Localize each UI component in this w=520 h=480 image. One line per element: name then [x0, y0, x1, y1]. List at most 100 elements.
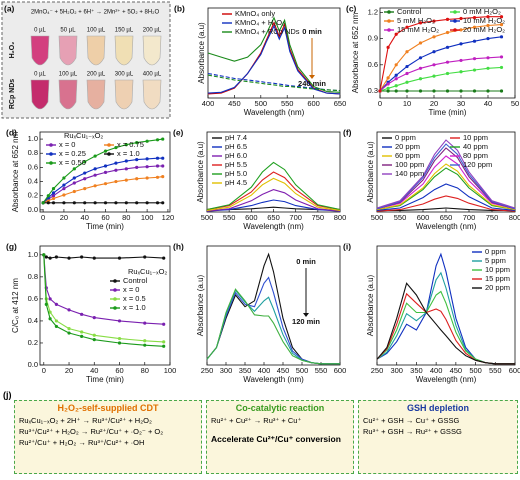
- legend-label: 120 ppm: [463, 160, 492, 169]
- legend-marker: [113, 306, 117, 310]
- x-axis-label: Wavelength (nm): [416, 222, 477, 231]
- x-tick-label: 500: [469, 366, 482, 375]
- data-point: [145, 139, 149, 143]
- box-title: Co-catalytic reaction: [235, 403, 325, 413]
- data-point: [114, 168, 118, 172]
- data-point: [145, 165, 149, 169]
- tube-label: 50 µL: [60, 28, 76, 34]
- x-axis-label: Wavelength (nm): [243, 222, 304, 231]
- tube: [86, 79, 106, 110]
- tube-label: 200 µL: [143, 28, 162, 34]
- figure: (a) 2MnO₄⁻ + 5H₂O₂ + 6H⁺ → 2Mn²⁺ + 5O₂ +…: [1, 1, 520, 384]
- x-tick-label: 500: [255, 99, 268, 108]
- data-point: [80, 334, 84, 338]
- legend-label: 20 ppm: [485, 283, 510, 292]
- legend-marker: [49, 161, 53, 165]
- x-axis-label: Time (min): [429, 108, 467, 117]
- data-point: [459, 16, 463, 21]
- x-tick-label: 600: [307, 99, 320, 108]
- series-line: [376, 282, 515, 365]
- data-point: [103, 164, 108, 168]
- data-point: [48, 256, 52, 260]
- series-line: [376, 143, 516, 210]
- data-point: [394, 73, 398, 77]
- tube: [142, 35, 162, 66]
- legend-label: pH 5.5: [225, 160, 247, 169]
- data-point: [499, 35, 504, 39]
- legend-label: x = 1.0: [123, 303, 146, 312]
- legend-label: Control: [123, 276, 148, 285]
- x-tick-label: 550: [394, 213, 407, 222]
- arrow-head: [309, 75, 315, 79]
- legend-label: KMnO₄ + H₂O₂: [235, 18, 285, 27]
- data-point: [41, 201, 45, 205]
- data-point: [472, 68, 477, 72]
- x-tick-label: 120: [162, 213, 175, 222]
- data-point: [135, 201, 139, 205]
- x-tick-label: 300: [390, 366, 403, 375]
- x-tick-label: 600: [417, 213, 430, 222]
- x-tick-label: 50: [511, 99, 519, 108]
- data-point: [114, 161, 118, 165]
- data-point: [486, 23, 490, 28]
- data-point: [93, 173, 97, 177]
- data-point: [83, 201, 87, 205]
- x-tick-label: 650: [267, 213, 280, 222]
- tube: [58, 79, 78, 110]
- x-tick-label: 800: [334, 213, 347, 222]
- data-point: [124, 159, 128, 163]
- data-point: [405, 50, 409, 54]
- panel-label: (j): [3, 390, 12, 400]
- data-point: [46, 194, 50, 198]
- data-point: [92, 316, 96, 320]
- series-line: [43, 254, 164, 259]
- x-tick-label: 30: [457, 99, 465, 108]
- data-point: [386, 89, 390, 93]
- data-point: [459, 58, 463, 63]
- legend-marker: [453, 28, 457, 32]
- panel-label: (e): [173, 127, 184, 137]
- series-line: [206, 276, 340, 365]
- data-point: [114, 179, 118, 184]
- y-axis-label: Absorbance (a.u): [196, 141, 205, 203]
- data-point: [445, 45, 450, 49]
- legend-label: pH 6.0: [225, 151, 247, 160]
- legend-label: 0 mM H₂O₂: [463, 7, 501, 16]
- data-point: [62, 187, 66, 191]
- x-axis-label: Wavelength (nm): [244, 108, 305, 117]
- panel-label: (g): [6, 241, 17, 251]
- series-line: [376, 155, 516, 210]
- tube-label: 0 µL: [34, 28, 46, 34]
- y-tick-label: 0.3: [368, 86, 378, 95]
- series-line: [207, 24, 341, 95]
- data-point: [161, 164, 165, 168]
- x-tick-label: 550: [489, 366, 502, 375]
- data-point: [135, 177, 139, 181]
- legend-label: 80 ppm: [463, 151, 488, 160]
- series-line: [207, 72, 341, 92]
- data-point: [72, 189, 76, 194]
- legend-marker: [387, 10, 391, 14]
- data-point: [62, 201, 66, 205]
- data-point: [486, 89, 490, 93]
- y-axis-label: Absorbance (a.u): [366, 274, 375, 336]
- x-tick-label: 650: [440, 213, 453, 222]
- tube-label: 150 µL: [115, 28, 134, 34]
- x-tick-label: 400: [202, 99, 215, 108]
- data-point: [80, 255, 84, 259]
- annotation: 0 min: [296, 257, 316, 266]
- data-point: [44, 255, 48, 259]
- data-point: [124, 167, 128, 171]
- tube: [86, 35, 106, 66]
- legend-label: 40 ppm: [463, 142, 488, 151]
- x-tick-label: 250: [201, 366, 214, 375]
- data-point: [459, 28, 463, 32]
- data-point: [155, 175, 160, 179]
- annotation: 0 min: [302, 27, 322, 36]
- x-axis-label: Time (min): [86, 222, 124, 231]
- series-line: [207, 16, 341, 93]
- plot-frame: [206, 245, 341, 366]
- tube: [30, 79, 50, 110]
- data-point: [92, 256, 96, 260]
- legend-label: x = 0: [123, 285, 139, 294]
